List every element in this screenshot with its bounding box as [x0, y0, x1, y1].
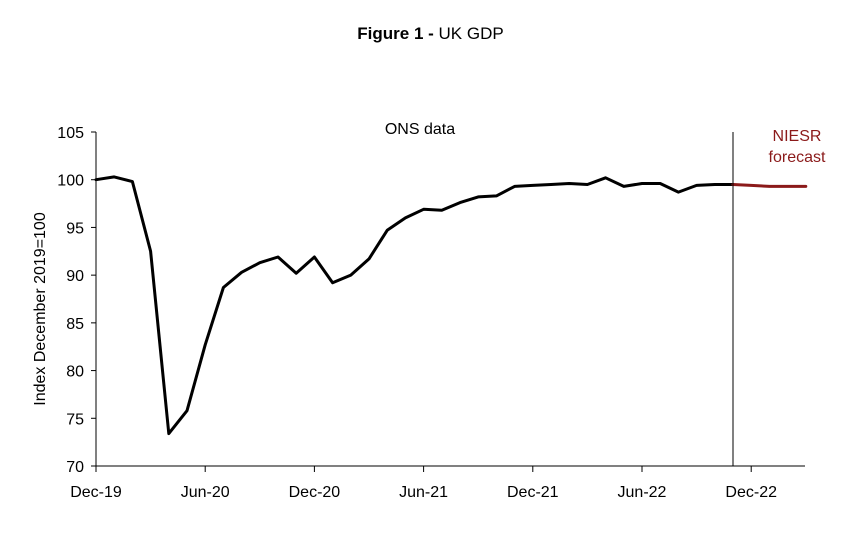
- y-tick-label: 105: [57, 125, 84, 142]
- x-tick-label: Jun-20: [181, 484, 230, 501]
- ons-data-label: ONS data: [385, 121, 455, 138]
- x-tick-label: Jun-22: [618, 484, 667, 501]
- x-tick-label: Dec-20: [289, 484, 341, 501]
- niesr-forecast-line: [731, 183, 808, 188]
- annotations: ONS data NIESR forecast: [385, 121, 826, 466]
- chart-title: Figure 1 - UK GDP: [0, 24, 861, 44]
- x-tick-label: Jun-21: [399, 484, 448, 501]
- y-axis-label: Index December 2019=100: [32, 212, 49, 406]
- x-tick-label: Dec-19: [70, 484, 122, 501]
- axes: [91, 131, 805, 472]
- ons-data-line: [94, 175, 735, 436]
- chart-title-rest: UK GDP: [433, 24, 504, 43]
- y-tick-label: 90: [66, 268, 84, 285]
- niesr-label: NIESR: [773, 128, 822, 145]
- y-tick-label: 95: [66, 220, 84, 237]
- y-tick-label: 100: [57, 173, 84, 190]
- y-tick-label: 70: [66, 459, 84, 476]
- x-tick-label: Dec-22: [725, 484, 777, 501]
- chart-title-bold: Figure 1 -: [357, 24, 434, 43]
- y-tick-label: 75: [66, 411, 84, 428]
- tick-labels: 70 75 80 85 90 95 100 105 Dec-19 Jun-20 Dec-20 Jun-…: [32, 125, 777, 501]
- y-tick-label: 80: [66, 364, 84, 381]
- forecast-label: forecast: [769, 149, 826, 166]
- y-tick-label: 85: [66, 316, 84, 333]
- x-tick-label: Dec-21: [507, 484, 559, 501]
- series-lines: [94, 175, 808, 436]
